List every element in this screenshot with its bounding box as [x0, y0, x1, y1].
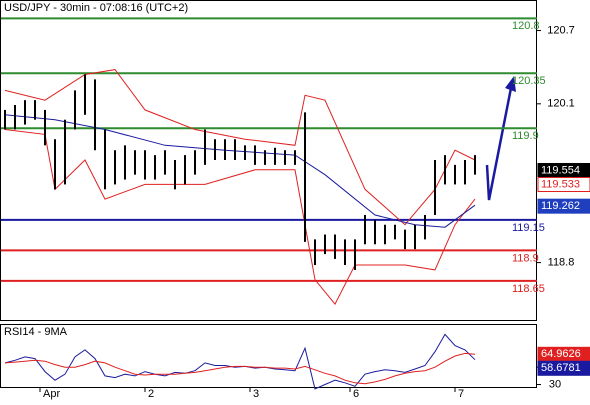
rsi-tag — [537, 360, 590, 376]
rsi-panel — [0, 324, 537, 388]
y-tick-label: 30 — [549, 378, 561, 390]
x-tick-label: 7 — [458, 388, 464, 400]
price-tag-label: 119.533 — [541, 178, 580, 190]
arrow-head — [505, 76, 516, 92]
x-tick-label: 2 — [148, 388, 154, 400]
chart-title: USD/JPY - 30min - 07:08:16 (UTC+2) — [4, 2, 188, 14]
y-tick-label: 120.7 — [547, 24, 575, 36]
level-label: 119.9 — [512, 130, 539, 142]
level-label: 119.15 — [512, 222, 545, 234]
rsi-tag-label: 64.9626 — [541, 348, 581, 360]
forecast-arrow — [485, 87, 513, 201]
level-label: 118.65 — [512, 283, 545, 295]
x-tick-label: 6 — [353, 388, 359, 400]
rsi-title: RSI14 - 9MA — [4, 326, 68, 338]
price-tag-label: 119.554 — [541, 164, 580, 176]
price-panel — [0, 0, 537, 321]
y-tick-label: 118.8 — [548, 257, 575, 269]
price-tag — [537, 198, 590, 214]
price-tag-label: 119.262 — [541, 200, 580, 212]
band-line — [4, 69, 476, 226]
level-label: 120.8 — [512, 20, 540, 32]
x-tick-label: 3 — [253, 388, 259, 400]
level-label: 118.9 — [512, 252, 539, 264]
price-tag — [537, 177, 590, 193]
level-label: 120.35 — [512, 75, 546, 87]
rsi-tag-label: 58.6781 — [541, 362, 581, 374]
y-tick-label: 120.1 — [547, 98, 575, 110]
rsi-line — [4, 352, 476, 385]
x-tick-label: Apr — [43, 388, 60, 400]
band-line — [4, 129, 476, 306]
